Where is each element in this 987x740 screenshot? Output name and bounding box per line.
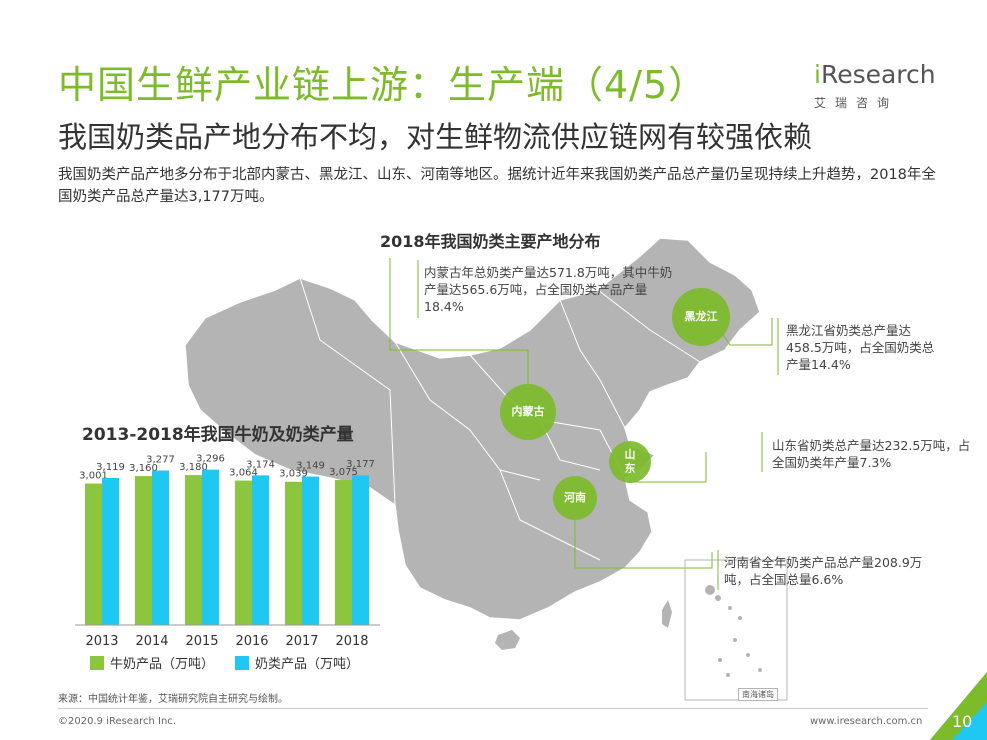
bar-label-milk-2014: 3,160	[129, 463, 158, 474]
page-title: 中国生鲜产业链上游：生产端（4/5）	[58, 63, 708, 107]
region-heilongjiang-circle: 黑龙江	[672, 288, 730, 346]
iresearch-logo: iResearch 艾瑞咨询	[814, 60, 936, 110]
legend-label-dairy: 奶类产品（万吨）	[255, 657, 359, 672]
page-number: 10	[952, 712, 973, 731]
china-map-shape	[184, 237, 761, 621]
region-shandong-circle: 山东	[609, 441, 651, 483]
note-shandong: 山东省奶类总产量达232.5万吨，占全国奶类年产量7.3%	[772, 438, 971, 470]
south-sea-islands	[705, 585, 762, 677]
summary-text: 我国奶类产品产地多分布于北部内蒙古、黑龙江、山东、河南等地区。据统计近年来我国奶…	[58, 167, 936, 205]
taiwan-island	[662, 600, 672, 628]
bar-milk-2017	[285, 481, 302, 625]
bar-label-dairy-2018: 3,177	[346, 459, 375, 470]
map-title: 2018年我国奶类主要产地分布	[380, 232, 601, 251]
south-sea-inset	[684, 559, 788, 701]
legend-swatch-dairy	[235, 656, 249, 670]
region-neimenggu-circle: 内蒙古	[500, 384, 556, 440]
bar-label-dairy-2013: 3,119	[96, 462, 125, 473]
connector-lines	[389, 258, 773, 569]
logo-word: Research	[820, 60, 936, 89]
hainan-island	[495, 630, 520, 650]
bar-dairy-2015	[202, 469, 219, 625]
bar-label-milk-2016: 3,064	[229, 468, 258, 479]
bar-dairy-2017	[302, 476, 319, 625]
bar-label-dairy-2015: 3,296	[196, 454, 225, 465]
note-neimenggu: 内蒙古年总奶类产量达571.8万吨，其中牛奶产量达565.6万吨，占全国奶类产品…	[424, 265, 673, 314]
legend-swatch-milk	[90, 656, 104, 670]
logo-i: i	[814, 60, 821, 89]
logo-cn: 艾瑞咨询	[814, 96, 899, 110]
bar-label-milk-2018: 3,075	[329, 467, 358, 478]
bar-label-dairy-2014: 3,277	[146, 455, 175, 466]
bar-label-milk-2013: 3,001	[79, 471, 108, 482]
website-url: www.iresearch.com.cn	[810, 716, 923, 727]
bar-milk-2018	[335, 480, 352, 625]
inset-label: 南海诸岛	[738, 688, 778, 701]
bar-label-dairy-2017: 3,149	[296, 461, 325, 472]
bar-milk-2013	[85, 483, 102, 625]
x-tick-2015: 2015	[185, 634, 218, 649]
x-tick-2018: 2018	[335, 634, 368, 649]
x-tick-2014: 2014	[135, 634, 168, 649]
bar-label-milk-2015: 3,180	[179, 462, 208, 473]
bar-milk-2014	[135, 476, 152, 625]
corner-decoration	[930, 672, 987, 740]
note-heilongjiang: 黑龙江省奶类总产量达458.5万吨，占全国奶类总产量14.4%	[786, 323, 935, 372]
bar-milk-2015	[185, 475, 202, 625]
bar-label-milk-2017: 3,039	[279, 469, 308, 480]
legend-label-milk: 牛奶产品（万吨）	[110, 657, 214, 672]
x-tick-2013: 2013	[85, 634, 118, 649]
chart-title: 2013-2018年我国牛奶及奶类产量	[82, 425, 354, 445]
page-subtitle: 我国奶类品产地分布不均，对生鲜物流供应链网有较强依赖	[58, 120, 813, 154]
region-henan-circle: 河南	[553, 476, 597, 520]
copyright: ©2020.9 iResearch Inc.	[58, 716, 176, 727]
bar-label-dairy-2016: 3,174	[246, 459, 275, 470]
bar-dairy-2013	[102, 477, 119, 625]
source-note: 来源：中国统计年鉴，艾瑞研究院自主研究与绘制。	[58, 694, 288, 705]
x-tick-2017: 2017	[285, 634, 318, 649]
bar-milk-2016	[235, 480, 252, 625]
footer-divider	[58, 708, 928, 709]
bar-dairy-2018	[352, 475, 369, 625]
bar-dairy-2016	[252, 475, 269, 625]
province-borders	[299, 277, 701, 561]
x-tick-2016: 2016	[235, 634, 268, 649]
note-henan: 河南省全年奶类产品总产量208.9万吨，占全国总量6.6%	[724, 555, 923, 587]
bar-dairy-2014	[152, 470, 169, 625]
